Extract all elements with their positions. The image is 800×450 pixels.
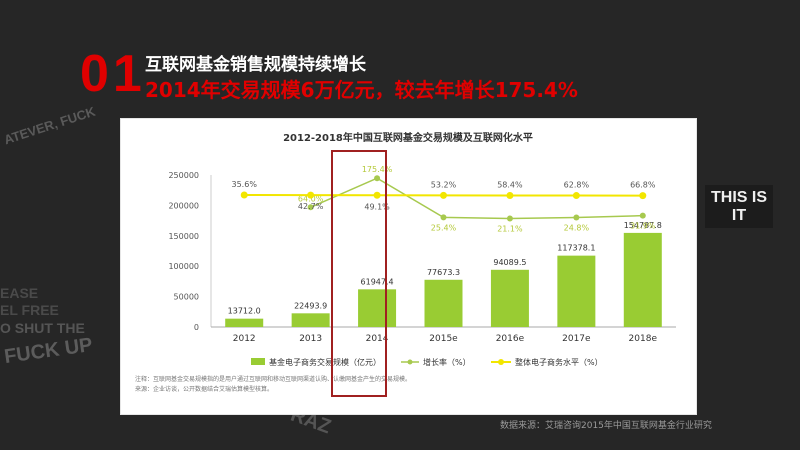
bar-value-label: 117378.1 [557, 244, 595, 253]
growth-rate-point [639, 212, 646, 219]
y-axis: 0 50000 100000 150000 200000 250000 [168, 171, 199, 332]
bar [225, 318, 264, 327]
section-number: 01 [80, 45, 146, 103]
legend: 基金电子商务交易规模（亿元） 增长率（%） 整体电子商务水平（%） [251, 357, 603, 367]
page-title: 互联网基金销售规模持续增长 [145, 55, 366, 75]
bar-value-label: 77673.3 [427, 268, 460, 277]
bar [490, 269, 529, 327]
y-tick-label: 250000 [168, 171, 199, 180]
overall-level-label: 62.8% [564, 181, 590, 190]
overall-level-point [440, 191, 447, 199]
bar [291, 313, 330, 327]
overall-level-label: 53.2% [431, 180, 457, 189]
bar [424, 279, 463, 327]
overall-level-label: 49.1% [364, 202, 390, 211]
overall-level-point [373, 191, 381, 199]
growth-rate-point [374, 175, 381, 182]
x-tick-label: 2018e [629, 334, 658, 344]
x-tick-label: 2015e [429, 334, 458, 344]
chart-note: 来源：企业访谈，公开数据结合艾瑞估算模型核算。 [135, 385, 273, 393]
growth-rate-point [573, 214, 580, 221]
overall-level-point [572, 192, 580, 200]
bg-text: EASE [0, 285, 39, 301]
page-subtitle: 2014年交易规模6万亿元，较去年增长175.4% [145, 78, 578, 102]
overall-level-point [639, 192, 647, 200]
y-tick-label: 0 [194, 323, 199, 332]
overall-level-label: 66.8% [630, 181, 656, 190]
bar-series: 13712.0 22493.9 61947.4 77673.3 94089.5 11737… [225, 221, 662, 327]
chart-svg: 2012-2018年中国互联网基金交易规模及互联网化水平 0 50000 10000… [135, 131, 676, 393]
x-axis: 2012 2013 2014 2015e 2016e 2017e 2018e [233, 334, 658, 344]
y-tick-label: 50000 [174, 293, 199, 302]
growth-rate-label: 175.4% [362, 165, 393, 174]
growth-rate-point [506, 215, 513, 222]
bar [557, 255, 596, 327]
bar-value-label: 61947.4 [361, 277, 394, 286]
x-tick-label: 2014 [366, 334, 389, 344]
legend-swatch-bar [251, 358, 265, 365]
overall-level-label: 58.4% [497, 180, 523, 189]
growth-rate-label: 64.0% [298, 194, 324, 203]
x-tick-label: 2012 [233, 334, 256, 344]
overall-level-point [506, 191, 514, 199]
y-tick-label: 200000 [168, 201, 199, 210]
growth-rate-label: 25.4% [431, 223, 457, 232]
chart-note: 注释：互联网基金交易规模指的是用户通过互联网和移动互联网渠道认购、认缴网基金产生… [135, 375, 411, 383]
bg-text: O SHUT THE [0, 320, 85, 336]
legend-label: 增长率（%） [423, 357, 471, 367]
y-tick-label: 150000 [168, 232, 199, 241]
bar-value-label: 13712.0 [228, 307, 261, 316]
chart-title: 2012-2018年中国互联网基金交易规模及互联网化水平 [283, 131, 533, 144]
overall-level-point [307, 191, 315, 199]
legend-swatch-overall-dot [498, 359, 504, 365]
bg-text: THIS IS IT [705, 185, 773, 229]
source-note: 数据来源：艾瑞咨询2015年中国互联网基金行业研究 [500, 421, 712, 431]
growth-rate-label: 21.1% [497, 224, 523, 233]
y-tick-label: 100000 [168, 262, 199, 271]
highlight-box-2014 [331, 150, 387, 397]
bar [358, 289, 397, 327]
bg-text: FUCK UP [2, 333, 94, 369]
bar-value-label: 154787.8 [624, 221, 662, 230]
legend-label: 基金电子商务交易规模（亿元） [269, 357, 381, 367]
bar [623, 232, 662, 327]
growth-rate-point [307, 204, 314, 211]
chart-card: 2012-2018年中国互联网基金交易规模及互联网化水平 0 50000 10000… [120, 118, 697, 415]
bar-value-label: 22493.9 [294, 301, 327, 310]
legend-swatch-growth-dot [407, 359, 413, 365]
x-tick-label: 2017e [562, 334, 591, 344]
overall-level-label: 42.7% [298, 202, 324, 211]
growth-rate-line [310, 177, 643, 220]
overall-level-point [240, 191, 248, 199]
line-series: 64.0% 175.4% 25.4% 21.1% 24.8% 31.9% 35.6% 42.7… [232, 165, 656, 233]
legend-label: 整体电子商务水平（%） [515, 357, 603, 367]
bar-value-label: 94089.5 [493, 258, 526, 267]
growth-rate-label: 31.9% [630, 222, 656, 231]
overall-level-label: 35.6% [232, 180, 258, 189]
growth-rate-point [440, 214, 447, 221]
x-tick-label: 2013 [299, 334, 322, 344]
bg-text: EL FREE [0, 302, 59, 318]
x-tick-label: 2016e [496, 334, 525, 344]
bg-text: ATEVER, FUCK [2, 103, 98, 148]
growth-rate-label: 24.8% [564, 224, 590, 233]
